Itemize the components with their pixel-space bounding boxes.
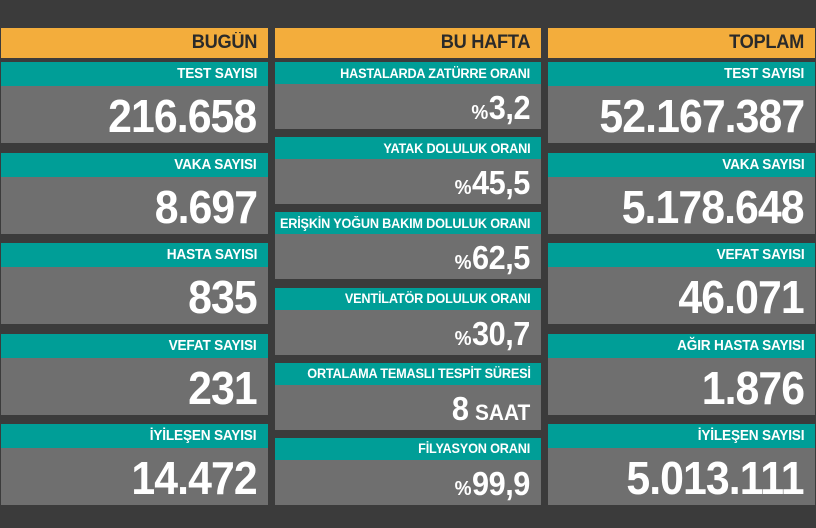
stat-value-bar: 216.658 [1, 86, 268, 143]
column-toplam: TOPLAM TEST SAYISI 52.167.387 VAKA SAYIS… [548, 28, 816, 505]
stat-label-bar: AĞIR HASTA SAYISI [548, 333, 816, 358]
stat-value: 216.658 [108, 90, 258, 142]
stat-label-bar: VENTİLATÖR DOLULUK ORANI [274, 287, 542, 310]
stat-label: FİLYASYON ORANI [418, 441, 531, 457]
stat-card-bugun-iyilesen: İYİLEŞEN SAYISI 14.472 [1, 424, 268, 505]
stat-label-bar: TEST SAYISI [1, 62, 268, 86]
stat-value: 8 SAAT [451, 389, 531, 427]
stat-card-filyasyon-orani: FİLYASYON ORANI % 99,9 [274, 437, 542, 505]
column-bu-hafta-cards: HASTALARDA ZATÜRRE ORANI % 3,2 YATAK DOLU… [274, 62, 542, 505]
stat-value-bar: 835 [1, 267, 268, 324]
stat-label-bar: YATAK DOLULUK ORANI [274, 137, 542, 160]
stat-card-toplam-vaka: VAKA SAYISI 5.178.648 [548, 152, 816, 234]
stat-label: ORTALAMA TEMASLI TESPİT SÜRESİ [306, 366, 531, 382]
stat-label-bar: İYİLEŞEN SAYISI [1, 424, 268, 448]
stat-label: YATAK DOLULUK ORANI [383, 140, 531, 156]
stat-value-bar: 5.013.111 [548, 448, 816, 505]
stat-value: 46.071 [678, 271, 805, 323]
stat-value-bar: % 62,5 [274, 234, 542, 280]
stat-label-bar: HASTA SAYISI [1, 243, 268, 267]
stat-label-bar: HASTALARDA ZATÜRRE ORANI [274, 62, 542, 84]
stat-value-bar: % 3,2 [274, 84, 542, 129]
stat-card-bugun-hasta: HASTA SAYISI 835 [1, 243, 268, 324]
stat-label: VENTİLATÖR DOLULUK ORANI [344, 291, 531, 307]
stat-value: 52.167.387 [599, 90, 805, 142]
stat-value-bar: 8.697 [1, 176, 268, 234]
stat-label: İYİLEŞEN SAYISI [697, 428, 805, 444]
stat-label-bar: ORTALAMA TEMASLI TESPİT SÜRESİ [274, 362, 542, 385]
stat-label: VAKA SAYISI [721, 156, 805, 173]
stat-label: VAKA SAYISI [174, 156, 257, 173]
stat-value: 5.013.111 [626, 452, 805, 504]
stat-value: % 62,5 [455, 239, 531, 277]
stat-value: 1.876 [701, 361, 805, 414]
column-header-toplam: TOPLAM [548, 28, 816, 58]
stat-card-yogun-bakim-doluluk: ERİŞKİN YOĞUN BAKIM DOLULUK ORANI % 62,5 [274, 212, 542, 280]
stat-label: İYİLEŞEN SAYISI [150, 428, 257, 444]
stat-card-bugun-vaka: VAKA SAYISI 8.697 [1, 152, 268, 234]
column-header-bu-hafta-label: BU HAFTA [440, 32, 531, 53]
stat-value-bar: 5.178.648 [548, 176, 816, 234]
stat-value-bar: 52.167.387 [548, 86, 816, 143]
stat-label-bar: VAKA SAYISI [1, 152, 268, 177]
stat-card-toplam-vefat: VEFAT SAYISI 46.071 [548, 243, 816, 324]
column-toplam-cards: TEST SAYISI 52.167.387 VAKA SAYISI 5.178… [548, 62, 816, 505]
column-header-bugun: BUGÜN [1, 28, 268, 58]
column-header-bugun-label: BUGÜN [191, 32, 257, 53]
stat-card-toplam-iyilesen: İYİLEŞEN SAYISI 5.013.111 [548, 424, 816, 505]
stat-value: 835 [188, 271, 258, 323]
stat-label-bar: TEST SAYISI [548, 62, 816, 86]
stat-label-bar: VAKA SAYISI [548, 152, 816, 177]
stat-label: TEST SAYISI [176, 66, 257, 82]
stat-card-agir-hasta: AĞIR HASTA SAYISI 1.876 [548, 333, 816, 415]
stat-value-bar: % 30,7 [274, 309, 542, 355]
stat-value: 5.178.648 [622, 180, 805, 233]
stat-card-yatak-doluluk: YATAK DOLULUK ORANI % 45,5 [274, 137, 542, 205]
stat-label: HASTALARDA ZATÜRRE ORANI [340, 65, 531, 81]
stat-card-toplam-test: TEST SAYISI 52.167.387 [548, 62, 816, 143]
stat-value: 8.697 [154, 180, 257, 233]
stat-value-bar: 8 SAAT [274, 384, 542, 430]
stat-value-bar: % 45,5 [274, 159, 542, 205]
stat-label: ERİŞKİN YOĞUN BAKIM DOLULUK ORANI [280, 215, 531, 231]
stat-card-zaturre-orani: HASTALARDA ZATÜRRE ORANI % 3,2 [274, 62, 542, 129]
column-header-bu-hafta: BU HAFTA [274, 28, 542, 58]
stat-label-bar: FİLYASYON ORANI [274, 437, 542, 460]
stat-label: HASTA SAYISI [166, 247, 257, 263]
stat-value: % 45,5 [455, 164, 531, 202]
column-bu-hafta: BU HAFTA HASTALARDA ZATÜRRE ORANI % 3,2 Y… [274, 28, 542, 505]
stat-card-bugun-test: TEST SAYISI 216.658 [1, 62, 268, 143]
stat-card-temasli-tespit-suresi: ORTALAMA TEMASLI TESPİT SÜRESİ 8 SAAT [274, 362, 542, 430]
stat-value-bar: 1.876 [548, 357, 816, 415]
stat-value: % 30,7 [455, 314, 531, 352]
column-bugun-cards: TEST SAYISI 216.658 VAKA SAYISI 8.697 HA… [1, 62, 268, 505]
stat-value: % 3,2 [471, 89, 531, 126]
stat-label-bar: VEFAT SAYISI [548, 243, 816, 267]
stat-label: VEFAT SAYISI [716, 247, 805, 263]
stat-value: 14.472 [131, 452, 257, 504]
stat-label-bar: VEFAT SAYISI [1, 333, 268, 358]
stat-value: % 99,9 [455, 464, 531, 502]
column-header-toplam-label: TOPLAM [729, 32, 805, 53]
stat-value-bar: % 99,9 [274, 459, 542, 505]
stat-card-ventilator-doluluk: VENTİLATÖR DOLULUK ORANI % 30,7 [274, 287, 542, 355]
stat-value-bar: 46.071 [548, 267, 816, 324]
stat-value-bar: 231 [1, 357, 268, 415]
stat-label: AĞIR HASTA SAYISI [676, 337, 805, 354]
stat-label-bar: İYİLEŞEN SAYISI [548, 424, 816, 448]
stat-label-bar: ERİŞKİN YOĞUN BAKIM DOLULUK ORANI [274, 212, 542, 235]
stat-value: 231 [188, 361, 258, 414]
stat-label: VEFAT SAYISI [168, 337, 257, 354]
stat-label: TEST SAYISI [724, 66, 805, 82]
stat-card-bugun-vefat: VEFAT SAYISI 231 [1, 333, 268, 415]
column-bugun: BUGÜN TEST SAYISI 216.658 VAKA SAYISI 8.… [1, 28, 268, 505]
stat-value-bar: 14.472 [1, 448, 268, 505]
